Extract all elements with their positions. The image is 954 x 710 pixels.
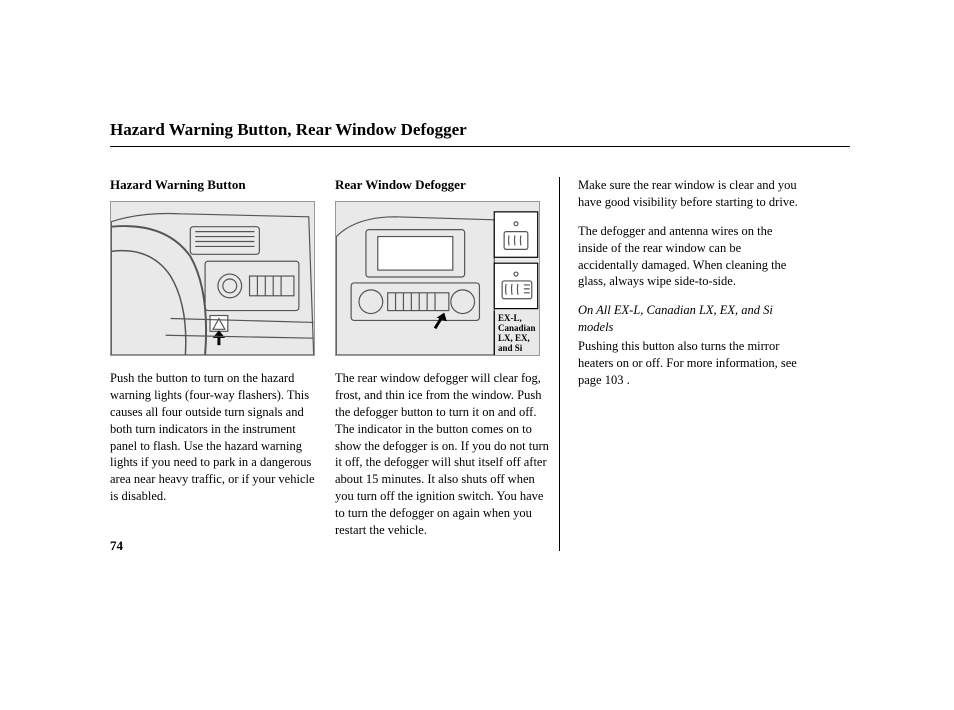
callout-models: EX-L, Canadian LX, EX, and Si <box>498 314 540 354</box>
illustration-hazard-button <box>110 201 315 356</box>
body-defogger: The rear window defogger will clear fog,… <box>335 370 549 539</box>
content-columns: Hazard Warning Button <box>110 177 850 551</box>
note-visibility: Make sure the rear window is clear and y… <box>578 177 800 211</box>
column-notes: Make sure the rear window is clear and y… <box>560 177 800 551</box>
column-rear-defogger: Rear Window Defogger <box>335 177 560 551</box>
page-title: Hazard Warning Button, Rear Window Defog… <box>110 120 850 147</box>
heading-defogger: Rear Window Defogger <box>335 177 549 193</box>
page-number: 74 <box>110 538 123 554</box>
note-mirror-heaters: Pushing this button also turns the mirro… <box>578 338 800 389</box>
body-hazard: Push the button to turn on the hazard wa… <box>110 370 317 505</box>
illustration-defogger-button: EX-L, Canadian LX, EX, and Si <box>335 201 540 356</box>
note-models-italic: On All EX-L, Canadian LX, EX, and Si mod… <box>578 302 800 336</box>
heading-hazard: Hazard Warning Button <box>110 177 317 193</box>
note-wires: The defogger and antenna wires on the in… <box>578 223 800 291</box>
column-hazard-warning: Hazard Warning Button <box>110 177 335 551</box>
